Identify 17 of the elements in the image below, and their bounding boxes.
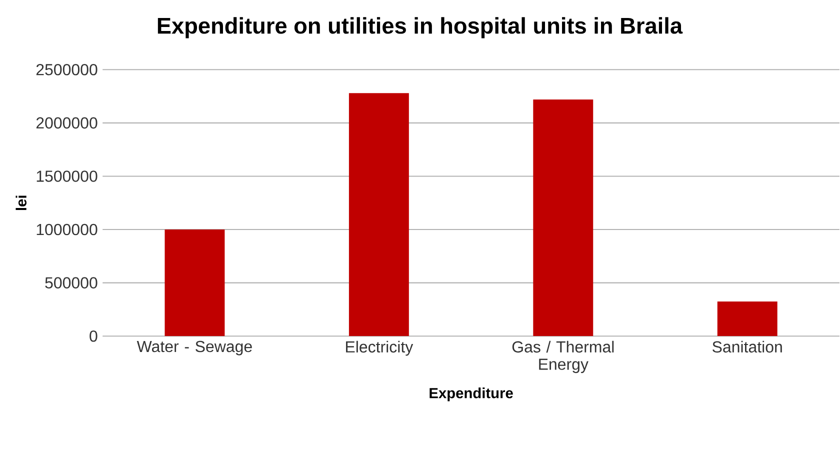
- y-tick-label: 2500000: [36, 64, 98, 76]
- y-tick-label: 1000000: [36, 224, 98, 236]
- y-tick-label: 1500000: [36, 170, 98, 182]
- y-axis-title: lei: [16, 196, 26, 210]
- x-tick-label: Water - Sewage: [136, 340, 252, 356]
- x-tick-label: Sanitation: [712, 340, 782, 353]
- bar: [164, 230, 225, 336]
- bar: [717, 302, 778, 336]
- x-tick-label: Electricity: [346, 340, 414, 356]
- y-tick-label: 500000: [45, 277, 98, 289]
- chart-title: Expenditure on utilities in hospital units in Braila: [158, 17, 683, 38]
- bar: [533, 100, 594, 336]
- y-tick-label: 2000000: [36, 117, 98, 129]
- x-axis-title: Expenditure: [430, 388, 513, 402]
- x-tick-label: Gas / Thermal Energy: [512, 340, 614, 374]
- y-tick-label: 0: [90, 330, 98, 342]
- bar: [348, 93, 409, 336]
